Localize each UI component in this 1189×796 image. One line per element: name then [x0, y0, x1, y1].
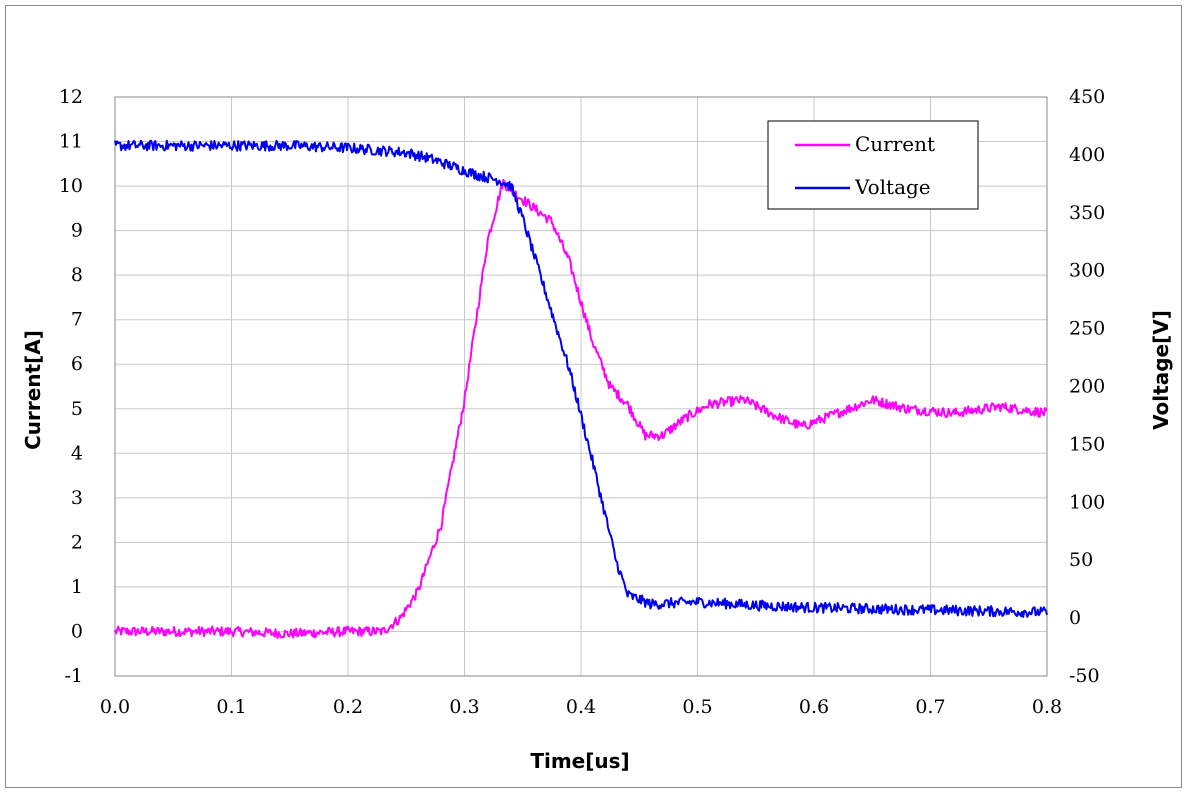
- left-tick-label: 10: [59, 175, 83, 197]
- legend-label-current: Current: [855, 132, 935, 156]
- left-tick-label: 1: [71, 576, 83, 598]
- x-tick-label: 0.7: [915, 696, 945, 718]
- left-tick-label: 9: [71, 220, 83, 242]
- x-tick-label: 0.1: [216, 696, 246, 718]
- right-tick-label: 250: [1069, 318, 1105, 340]
- right-tick-label: 300: [1069, 260, 1105, 282]
- left-axis-title: Current[A]: [21, 330, 45, 450]
- x-tick-label: 0.6: [799, 696, 829, 718]
- left-tick-label: 5: [71, 398, 83, 420]
- left-tick-label: 7: [71, 309, 83, 331]
- legend-label-voltage: Voltage: [854, 175, 931, 199]
- legend-box: [767, 120, 979, 210]
- right-tick-label: 0: [1069, 607, 1081, 629]
- series-layer: [114, 139, 1048, 639]
- left-tick-label: 3: [71, 487, 83, 509]
- left-tick-label: 12: [59, 86, 83, 108]
- right-tick-label: 350: [1069, 202, 1105, 224]
- legend: Current Voltage: [767, 120, 979, 210]
- series-line-voltage: [114, 139, 1048, 618]
- x-tick-label: 0.0: [100, 696, 130, 718]
- left-tick-label: 11: [59, 131, 83, 153]
- x-tick-label: 0.3: [449, 696, 479, 718]
- right-tick-label: 450: [1069, 86, 1105, 108]
- left-tick-label: 0: [71, 620, 83, 642]
- right-tick-label: 400: [1069, 144, 1105, 166]
- x-axis-title: Time[us]: [530, 749, 629, 773]
- left-tick-label: 2: [71, 531, 83, 553]
- series-line-current: [114, 179, 1048, 639]
- right-tick-label: 200: [1069, 376, 1105, 398]
- right-axis-title: Voltage[V]: [1149, 310, 1173, 430]
- right-tick-label: 50: [1069, 549, 1093, 571]
- x-tick-label: 0.8: [1032, 696, 1062, 718]
- right-tick-label: 150: [1069, 433, 1105, 455]
- tick-labels: 0.0 0.1 0.2 0.3 0.4 0.5 0.6 0.7 0.8-101234567891…: [59, 86, 1105, 718]
- right-tick-label: 100: [1069, 491, 1105, 513]
- left-tick-label: 8: [71, 264, 83, 286]
- x-tick-label: 0.4: [566, 696, 596, 718]
- right-tick-label: -50: [1069, 665, 1100, 687]
- x-tick-label: 0.2: [333, 696, 363, 718]
- plot-area: [114, 96, 1048, 677]
- left-tick-label: 4: [71, 442, 83, 464]
- left-tick-label: 6: [71, 353, 83, 375]
- chart-frame: [5, 5, 1182, 788]
- left-tick-label: -1: [64, 665, 83, 687]
- x-tick-label: 0.5: [682, 696, 712, 718]
